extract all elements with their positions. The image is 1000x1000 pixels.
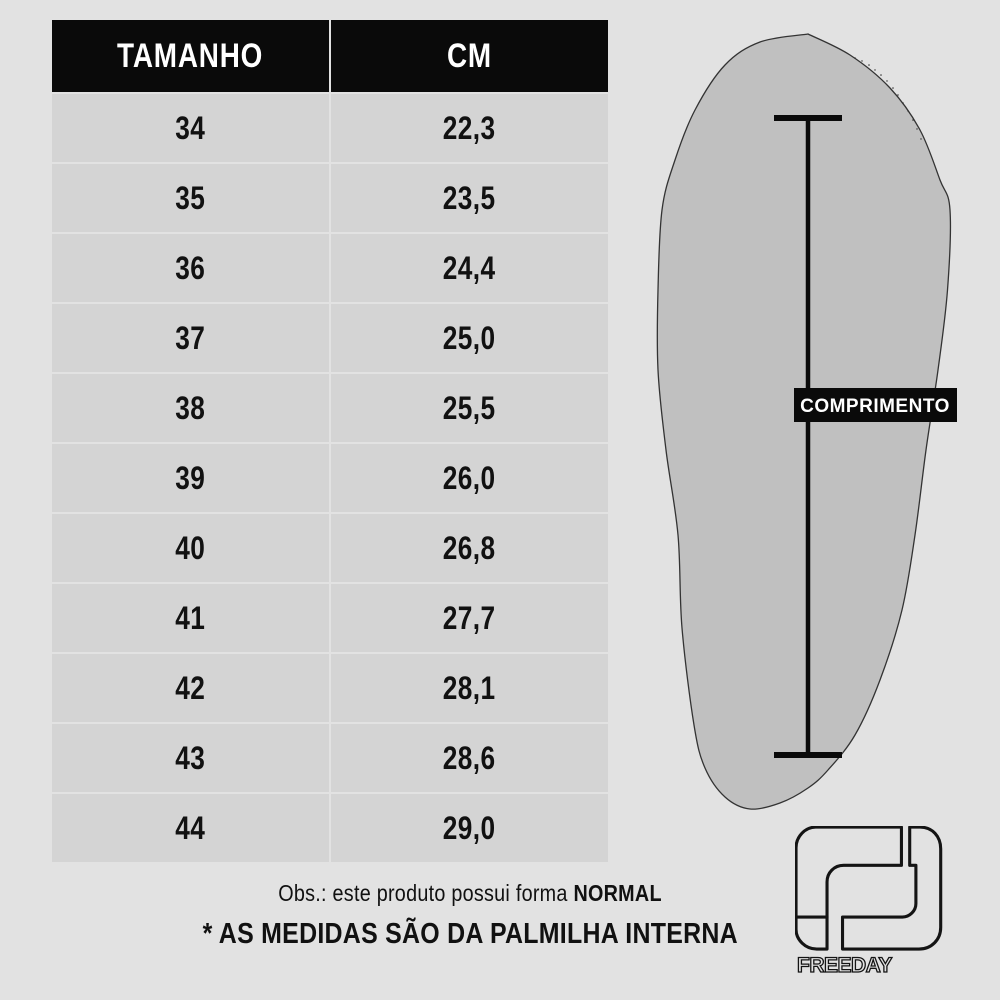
svg-text:COMPRIMENTO: COMPRIMENTO [800, 396, 950, 417]
